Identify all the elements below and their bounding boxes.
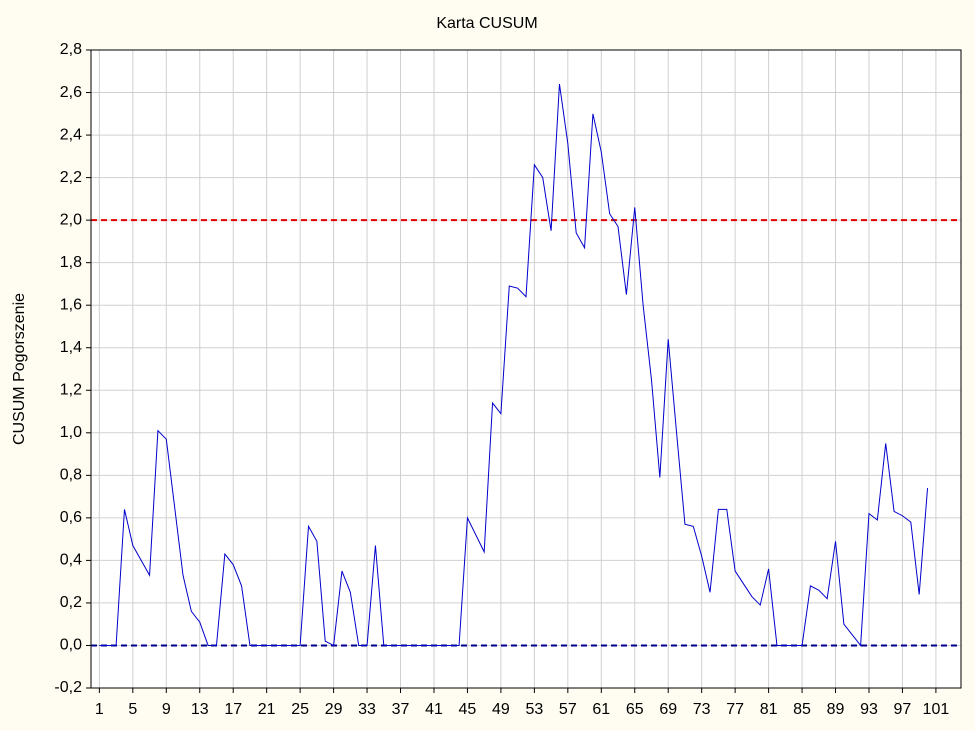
y-tick-label: 1,4 [60,339,82,356]
x-tick-label: 45 [459,701,477,718]
y-tick-label: 2,4 [60,126,82,143]
y-tick-label: 2,8 [60,41,82,58]
x-tick-label: 37 [392,701,410,718]
y-tick-label: 1,8 [60,254,82,271]
y-tick-label: 0,6 [60,509,82,526]
plot-area [91,50,961,688]
x-tick-label: 73 [693,701,711,718]
y-tick-label: 0,0 [60,637,82,654]
x-tick-label: 41 [425,701,443,718]
y-tick-label: 0,4 [60,552,82,569]
chart-title: Karta CUSUM [436,15,537,32]
y-tick-label: 0,2 [60,594,82,611]
x-tick-label: 89 [827,701,845,718]
x-tick-label: 97 [894,701,912,718]
x-tick-label: 77 [726,701,744,718]
x-tick-label: 33 [358,701,376,718]
x-tick-label: 1 [95,701,104,718]
y-tick-label: 1,0 [60,424,82,441]
x-tick-label: 49 [492,701,510,718]
y-tick-label: 1,6 [60,296,82,313]
x-tick-label: 21 [258,701,276,718]
data-line [99,83,929,647]
x-tick-label: 85 [793,701,811,718]
x-tick-label: 9 [162,701,171,718]
x-tick-label: 57 [559,701,577,718]
x-tick-label: 69 [659,701,677,718]
y-tick-label: -0,2 [54,679,82,696]
x-tick-label: 53 [525,701,543,718]
x-tick-label: 29 [325,701,343,718]
x-tick-label: 101 [923,701,950,718]
y-tick-label: 2,6 [60,84,82,101]
x-tick-label: 93 [860,701,878,718]
x-tick-label: 17 [224,701,242,718]
x-tick-label: 81 [760,701,778,718]
x-tick-label: 25 [291,701,309,718]
y-tick-label: 1,2 [60,381,82,398]
y-tick-label: 2,0 [60,211,82,228]
y-tick-label: 2,2 [60,169,82,186]
y-axis-label: CUSUM Pogorszenie [11,293,28,445]
y-tick-label: 0,8 [60,467,82,484]
x-tick-label: 5 [128,701,137,718]
x-tick-label: 61 [592,701,610,718]
plot-border [90,49,962,689]
x-tick-label: 65 [626,701,644,718]
x-tick-label: 13 [191,701,209,718]
